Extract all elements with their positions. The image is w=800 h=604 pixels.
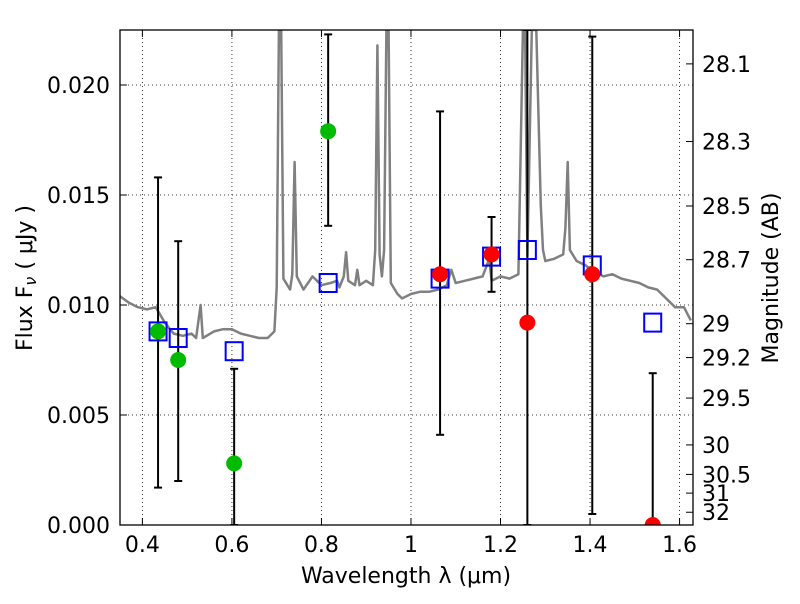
right-tick-label: 30 xyxy=(702,434,730,459)
right-tick-label: 28.3 xyxy=(702,131,751,156)
axis-labels: Wavelength λ (μm) Magnitude (AB) Flux Fν… xyxy=(13,193,784,589)
red-data-point xyxy=(432,266,449,283)
green-data-point xyxy=(320,123,337,140)
template-sed-line xyxy=(120,30,692,340)
y-tick-label: 0.000 xyxy=(47,514,110,539)
right-tick-label: 29.5 xyxy=(702,387,751,412)
model-box-marker xyxy=(517,240,537,260)
y-axis-label-unit: ( μJy ) xyxy=(13,205,38,277)
y-tick-label: 0.015 xyxy=(47,184,110,209)
right-tick-label: 28.1 xyxy=(702,53,751,78)
x-tick-label: 1 xyxy=(404,533,418,558)
x-tick-label: 0.6 xyxy=(214,533,249,558)
x-tick-label: 1.6 xyxy=(662,533,697,558)
x-tick-label: 0.4 xyxy=(125,533,160,558)
green-data-point xyxy=(150,323,167,340)
y-tick-label: 0.010 xyxy=(47,294,110,319)
model-box-marker xyxy=(148,321,168,342)
plot-area xyxy=(120,30,692,525)
red-data-point xyxy=(519,314,536,331)
x-tick-label: 1.4 xyxy=(573,533,608,558)
x-axis-label: Wavelength λ (μm) xyxy=(301,564,511,589)
model-box-marker xyxy=(224,341,244,362)
x-tick-label: 0.8 xyxy=(304,533,339,558)
right-tick-label: 28.5 xyxy=(702,195,751,220)
model-box-marker xyxy=(318,273,338,293)
y-tick-label: 0.005 xyxy=(47,404,110,429)
right-axis-label: Magnitude (AB) xyxy=(759,193,784,364)
right-tick-label: 29 xyxy=(702,313,730,338)
red-data-point xyxy=(644,517,661,525)
y-tick-label: 0.020 xyxy=(47,74,110,99)
red-data-point xyxy=(483,246,500,263)
green-data-point xyxy=(226,455,243,472)
y-axis-label-sub: ν xyxy=(21,277,40,286)
plot-frame xyxy=(119,29,694,526)
green-data-point xyxy=(170,352,187,368)
x-tick-label: 1.2 xyxy=(483,533,518,558)
axes: 0.4 0.6 0.8 1 1.2 1.4 1.6 0.000 0.005 0.010 0.015 0… xyxy=(47,29,751,558)
right-tick-label: 31 xyxy=(702,482,730,507)
right-tick-label: 30.5 xyxy=(702,463,751,488)
y-axis-label: Flux Fν ( μJy ) xyxy=(13,205,40,351)
right-tick-label: 28.7 xyxy=(702,249,751,274)
right-tick-label: 29.2 xyxy=(702,347,751,372)
right-tick-label: 32 xyxy=(702,501,730,526)
model-box-marker xyxy=(168,328,188,348)
grid xyxy=(120,30,693,526)
red-data-point xyxy=(584,266,601,283)
y-axis-label-main: Flux F xyxy=(13,286,38,351)
model-box-marker xyxy=(643,312,663,333)
